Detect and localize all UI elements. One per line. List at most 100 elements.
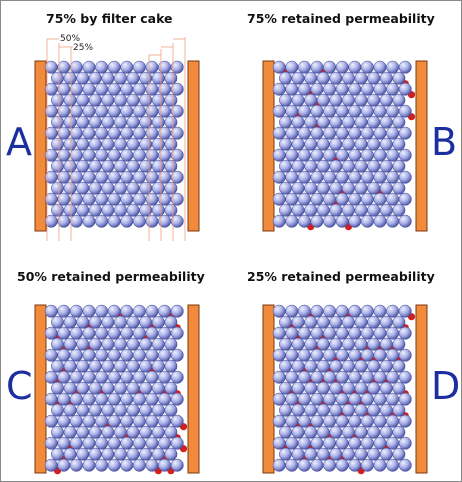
- sphere-grain: [170, 82, 184, 96]
- sphere-grain: [392, 403, 406, 417]
- sphere-grain: [398, 104, 412, 118]
- sphere-grain: [170, 214, 184, 228]
- sphere-grain: [323, 348, 337, 362]
- sphere-grain: [304, 447, 318, 461]
- sphere-grain: [297, 458, 311, 472]
- panel-d-title: 25% retained permeability: [247, 269, 435, 284]
- sphere-grain: [291, 337, 305, 351]
- sphere-grain: [386, 392, 400, 406]
- sphere-grain: [392, 115, 406, 129]
- sphere-grain: [392, 425, 406, 439]
- sphere-grain: [310, 392, 324, 406]
- sphere-grain: [335, 414, 349, 428]
- sphere-grain: [323, 458, 337, 472]
- sphere-grain: [367, 337, 381, 351]
- sphere-grain-pack: [272, 304, 412, 472]
- sphere-grain: [335, 326, 349, 340]
- sphere-grain: [323, 304, 337, 318]
- sphere-grain: [348, 348, 362, 362]
- sphere-grain: [348, 370, 362, 384]
- panel-c-title: 50% retained permeability: [17, 269, 205, 284]
- sphere-grain: [379, 359, 393, 373]
- sphere-grain: [392, 359, 406, 373]
- sphere-grain: [323, 326, 337, 340]
- sphere-grain: [360, 436, 374, 450]
- sphere-grain: [291, 425, 305, 439]
- sphere-grain: [170, 326, 184, 340]
- panel-b-title: 75% retained permeability: [247, 11, 435, 26]
- sphere-grain: [348, 414, 362, 428]
- sphere-grain: [297, 370, 311, 384]
- sphere-grain: [354, 425, 368, 439]
- sphere-grain: [392, 381, 406, 395]
- sphere-grain: [164, 159, 178, 173]
- sphere-grain: [398, 170, 412, 184]
- panel-a-title: 75% by filter cake: [46, 11, 173, 26]
- label-25-percent: 25%: [73, 43, 94, 53]
- left-wall: [262, 304, 275, 474]
- panel-a-letter: A: [6, 120, 32, 164]
- sphere-grain: [329, 403, 343, 417]
- sphere-grain: [285, 304, 299, 318]
- sphere-grain: [164, 181, 178, 195]
- sphere-grain: [379, 381, 393, 395]
- sphere-grain: [398, 392, 412, 406]
- sphere-grain: [392, 203, 406, 217]
- sphere-grain: [285, 348, 299, 362]
- left-wall: [34, 304, 47, 474]
- sphere-grain: [354, 359, 368, 373]
- sphere-grain: [392, 71, 406, 85]
- right-wall: [187, 304, 200, 474]
- sphere-grain: [164, 337, 178, 351]
- sphere-grain: [164, 93, 178, 107]
- sphere-grain: [272, 348, 286, 362]
- sphere-grain: [335, 304, 349, 318]
- sphere-grain: [354, 403, 368, 417]
- sphere-grain: [272, 436, 286, 450]
- sphere-grain: [379, 337, 393, 351]
- sphere-grain: [367, 403, 381, 417]
- sphere-grain: [291, 403, 305, 417]
- sphere-grain: [279, 425, 292, 439]
- sphere-grain: [297, 326, 311, 340]
- sphere-grain: [342, 381, 355, 395]
- sphere-grain: [392, 315, 406, 329]
- sphere-grain: [279, 315, 292, 329]
- sphere-grain: [316, 315, 330, 329]
- sphere-grain: [279, 447, 292, 461]
- sphere-grain: [386, 348, 400, 362]
- sphere-grain: [360, 458, 374, 472]
- sphere-grain: [164, 359, 178, 373]
- sphere-grain-pack: [44, 60, 184, 228]
- sphere-grain: [367, 381, 381, 395]
- sphere-grain: [297, 348, 311, 362]
- label-50-percent: 50%: [60, 34, 81, 44]
- sphere-grain: [373, 392, 387, 406]
- sphere-grain: [310, 436, 324, 450]
- sphere-grain: [367, 425, 381, 439]
- sphere-grain: [379, 447, 393, 461]
- sphere-grain: [316, 337, 330, 351]
- sphere-grain: [316, 425, 330, 439]
- sphere-grain: [272, 326, 286, 340]
- filter-cake-guide-lines: [46, 37, 186, 241]
- sphere-grain: [285, 392, 299, 406]
- sphere-grain: [342, 359, 355, 373]
- sphere-grain: [272, 370, 286, 384]
- sphere-grain: [285, 436, 299, 450]
- sphere-grain: [279, 381, 292, 395]
- sphere-grain: [348, 436, 362, 450]
- sphere-grain: [285, 370, 299, 384]
- sphere-grain: [310, 458, 324, 472]
- sphere-grain: [392, 447, 406, 461]
- sphere-grain: [323, 392, 337, 406]
- panel-b-letter: B: [431, 120, 458, 164]
- left-wall: [34, 60, 47, 232]
- panel-c-letter: C: [6, 364, 33, 408]
- sphere-grain: [297, 414, 311, 428]
- sphere-grain: [335, 348, 349, 362]
- sphere-grain: [367, 315, 381, 329]
